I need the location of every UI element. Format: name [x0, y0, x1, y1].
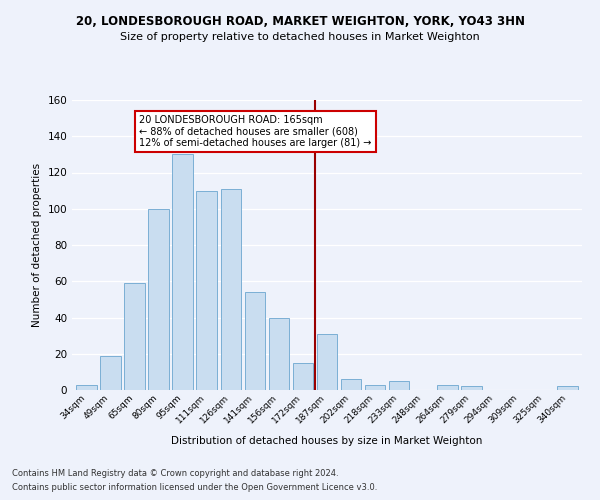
Bar [317, 334, 337, 390]
Text: Size of property relative to detached houses in Market Weighton: Size of property relative to detached ho… [120, 32, 480, 42]
Bar [437, 384, 458, 390]
Bar [196, 190, 217, 390]
Bar [172, 154, 193, 390]
Bar [557, 386, 578, 390]
X-axis label: Distribution of detached houses by size in Market Weighton: Distribution of detached houses by size … [172, 436, 482, 446]
Bar [389, 381, 409, 390]
Text: 20, LONDESBOROUGH ROAD, MARKET WEIGHTON, YORK, YO43 3HN: 20, LONDESBOROUGH ROAD, MARKET WEIGHTON,… [76, 15, 524, 28]
Y-axis label: Number of detached properties: Number of detached properties [32, 163, 42, 327]
Bar [341, 379, 361, 390]
Bar [221, 189, 241, 390]
Bar [148, 209, 169, 390]
Bar [100, 356, 121, 390]
Bar [365, 384, 385, 390]
Bar [461, 386, 482, 390]
Bar [124, 283, 145, 390]
Bar [76, 384, 97, 390]
Bar [293, 363, 313, 390]
Text: Contains HM Land Registry data © Crown copyright and database right 2024.: Contains HM Land Registry data © Crown c… [12, 468, 338, 477]
Bar [269, 318, 289, 390]
Bar [245, 292, 265, 390]
Text: 20 LONDESBOROUGH ROAD: 165sqm
← 88% of detached houses are smaller (608)
12% of : 20 LONDESBOROUGH ROAD: 165sqm ← 88% of d… [139, 114, 372, 148]
Text: Contains public sector information licensed under the Open Government Licence v3: Contains public sector information licen… [12, 484, 377, 492]
